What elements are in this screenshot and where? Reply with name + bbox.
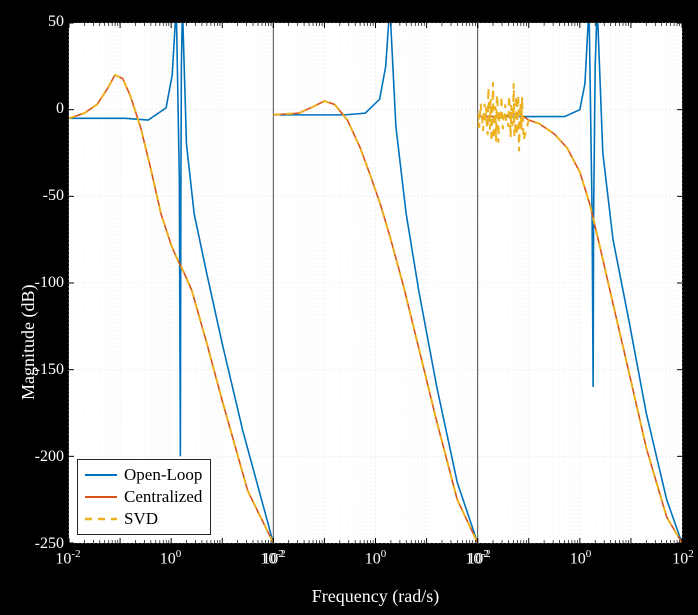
y-tick-label: -200: [16, 448, 64, 466]
legend-swatch-centralized: [84, 488, 118, 506]
legend-swatch-open-loop: [84, 466, 118, 484]
x-tick-label: 10-2: [260, 548, 285, 568]
y-tick-label: -150: [16, 361, 64, 379]
legend-item-open-loop: Open-Loop: [84, 464, 202, 486]
figure-box: Open-Loop Centralized SVD: [68, 22, 683, 544]
x-tick-label: 100: [570, 548, 592, 568]
x-tick-label: 102: [672, 548, 694, 568]
legend: Open-Loop Centralized SVD: [77, 459, 211, 535]
y-axis-label: Magnitude (dB): [18, 285, 39, 400]
legend-label: Centralized: [124, 487, 202, 507]
x-axis-label: Frequency (rad/s): [68, 586, 683, 607]
legend-item-centralized: Centralized: [84, 486, 202, 508]
x-tick-label: 100: [365, 548, 387, 568]
y-tick-label: -50: [16, 187, 64, 205]
y-tick-label: 0: [16, 100, 64, 118]
legend-swatch-svd: [84, 510, 118, 528]
legend-label: SVD: [124, 509, 158, 529]
legend-item-svd: SVD: [84, 508, 202, 530]
x-tick-label: 10-2: [465, 548, 490, 568]
y-tick-label: -100: [16, 274, 64, 292]
panel-2: [273, 23, 477, 543]
x-tick-label: 10-2: [55, 548, 80, 568]
legend-label: Open-Loop: [124, 465, 202, 485]
y-tick-label: 50: [16, 13, 64, 31]
x-tick-label: 100: [160, 548, 182, 568]
